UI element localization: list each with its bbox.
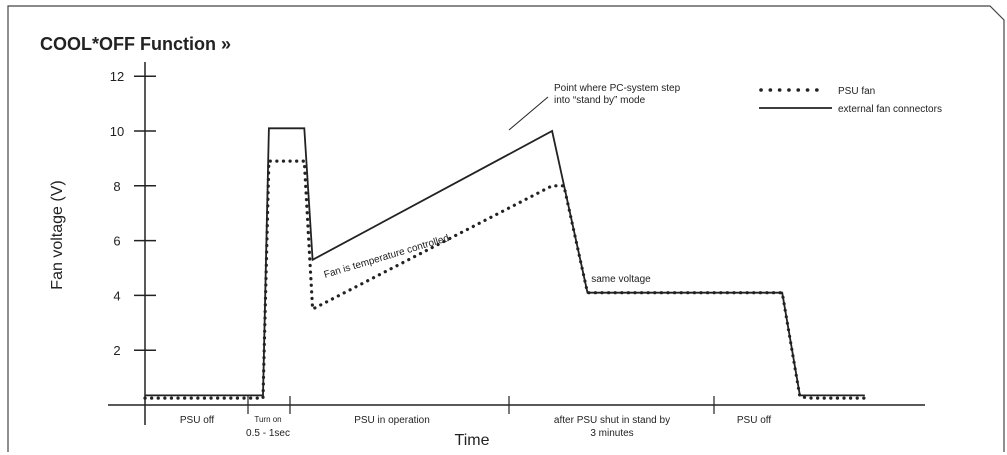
- series-line-external-fan-connectors: [145, 128, 865, 395]
- chart-title: COOL*OFF Function »: [40, 34, 231, 54]
- phase-label: PSU in operation: [354, 415, 430, 426]
- annotation-temperature-controlled: Fan is temperature controlled: [323, 233, 451, 281]
- chart-frame: [8, 6, 1004, 452]
- phase-label: PSU off: [180, 415, 214, 426]
- y-tick-label: 4: [113, 288, 120, 303]
- legend-label-external-fan-connectors: external fan connectors: [838, 104, 942, 115]
- phase-sublabel: 3 minutes: [590, 428, 633, 439]
- y-tick-label: 10: [110, 124, 124, 139]
- y-tick-label: 2: [113, 343, 120, 358]
- phase-sublabel: 0.5 - 1sec: [246, 428, 290, 439]
- y-axis-label: Fan voltage (V): [49, 180, 66, 289]
- y-tick-label: 8: [113, 179, 120, 194]
- phase-label: PSU off: [737, 415, 771, 426]
- series-line-psu-fan: [145, 161, 865, 398]
- y-tick-label: 12: [110, 69, 124, 84]
- annotation-standby-line2: into “stand by” mode: [554, 95, 646, 106]
- annotation-standby-line1: Point where PC-system step: [554, 83, 681, 94]
- legend: PSU fan external fan connectors: [759, 86, 942, 115]
- phase-label: after PSU shut in stand by: [554, 415, 670, 426]
- phase-label: Turn on: [254, 415, 281, 424]
- annotation-same-voltage: same voltage: [591, 274, 651, 285]
- x-axis-label: Time: [455, 432, 490, 449]
- annotation-leader: [509, 97, 548, 130]
- y-ticks: 2 4 6 8 10 12: [110, 69, 156, 358]
- legend-label-psu-fan: PSU fan: [838, 86, 875, 97]
- y-tick-label: 6: [113, 234, 120, 249]
